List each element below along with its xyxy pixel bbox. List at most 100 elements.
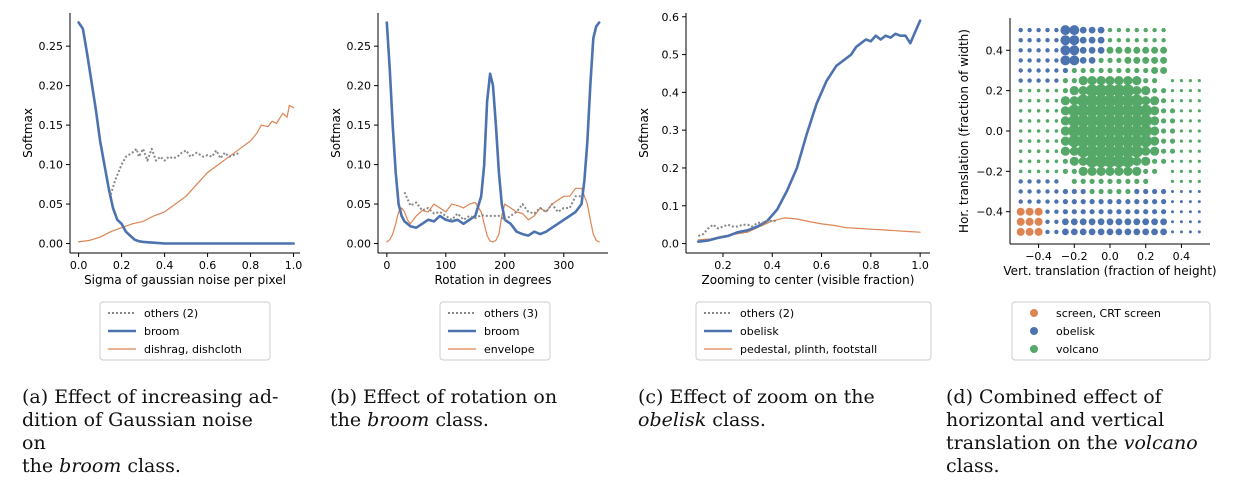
series-line-others-2-: [109, 147, 241, 195]
scatter-point: [1077, 94, 1090, 107]
y-tick-label: 0.2: [662, 162, 680, 175]
scatter-point: [1188, 149, 1192, 153]
scatter-point: [1188, 169, 1192, 173]
scatter-point: [1027, 199, 1032, 204]
scatter-point: [1161, 188, 1167, 195]
scatter-point: [1179, 179, 1183, 183]
scatter-point: [1188, 200, 1192, 204]
scatter-point: [1068, 104, 1081, 118]
scatter-point: [1107, 188, 1113, 195]
scatter-point: [1045, 119, 1050, 123]
scatter-point: [1079, 26, 1087, 34]
caption-line: translation on the volcano: [946, 432, 1198, 454]
scatter-point: [1197, 200, 1201, 204]
scatter-point: [1097, 228, 1105, 236]
scatter-point: [1097, 36, 1105, 44]
legend-frame: [99, 301, 271, 361]
x-tick-label: −0.4: [1025, 250, 1052, 263]
scatter-point: [1018, 199, 1023, 204]
scatter-point: [1062, 88, 1068, 94]
scatter-point: [1036, 78, 1041, 83]
scatter-point: [1123, 166, 1133, 176]
scatter-point: [1088, 26, 1096, 34]
scatter-point: [1114, 76, 1124, 86]
scatter-point: [1152, 199, 1158, 205]
scatter-point: [1139, 134, 1152, 148]
scatter-point: [1062, 199, 1068, 205]
scatter-point: [1161, 128, 1167, 134]
scatter-point: [1107, 57, 1113, 64]
scatter-point: [1079, 57, 1087, 64]
y-axis-label: Hor. translation (fraction of width): [957, 29, 971, 233]
scatter-point: [1124, 228, 1132, 236]
scatter-point: [1123, 76, 1133, 86]
legend-label: others (2): [144, 307, 198, 320]
scatter-point: [1079, 218, 1087, 226]
scatter-point: [1188, 159, 1192, 163]
scatter-point: [1027, 129, 1032, 133]
scatter-point: [1197, 99, 1201, 103]
scatter-point: [1188, 119, 1192, 123]
scatter-point: [1133, 46, 1141, 54]
scatter-point: [1143, 67, 1149, 74]
y-tick-label: 0.05: [39, 198, 64, 211]
x-tick-label: 0.4: [764, 259, 782, 272]
scatter-point: [1139, 114, 1152, 128]
series-line-obelisk: [696, 19, 922, 243]
scatter-point: [1125, 188, 1131, 195]
scatter-point: [1018, 179, 1023, 184]
scatter-point: [1171, 210, 1174, 214]
scatter-point: [1054, 38, 1059, 43]
scatter-point: [1036, 139, 1041, 143]
scatter-point: [1188, 230, 1192, 234]
scatter-point: [1160, 46, 1168, 54]
scatter-point: [1016, 227, 1025, 236]
scatter-point: [1141, 156, 1151, 166]
legend: screen, CRT screen obelisk volcano: [1011, 301, 1211, 361]
scatter-point: [1071, 67, 1077, 74]
scatter-point: [1161, 148, 1167, 154]
scatter-point: [1069, 96, 1079, 106]
scatter-point: [1152, 209, 1158, 215]
scatter-point: [1060, 96, 1070, 106]
scatter-point: [1077, 134, 1090, 148]
legend-frame: [695, 301, 932, 361]
scatter-point: [1036, 149, 1041, 153]
scatter-point: [1142, 56, 1150, 64]
scatter-point: [1179, 89, 1183, 93]
scatter-point: [1018, 27, 1023, 33]
scatter-point: [1045, 139, 1050, 143]
scatter-point: [1094, 134, 1108, 148]
scatter-point: [1142, 46, 1150, 54]
scatter-point: [1080, 199, 1086, 205]
scatter-point: [1087, 76, 1097, 86]
scatter-point: [1150, 136, 1160, 146]
scatter-point: [1054, 139, 1059, 143]
scatter-point: [1018, 68, 1023, 73]
caption-line: the broom class.: [22, 455, 181, 477]
y-tick-label: 0.10: [39, 159, 64, 172]
scatter-point: [1116, 199, 1122, 205]
caption-italic: broom: [367, 409, 430, 431]
scatter-point: [1080, 209, 1086, 215]
scatter-point: [1161, 98, 1167, 104]
scatter-point: [1169, 148, 1176, 154]
scatter-point: [1094, 145, 1108, 158]
legend-label: obelisk: [740, 325, 779, 338]
scatter-point: [1125, 199, 1131, 205]
scatter-point: [1116, 27, 1122, 33]
scatter-point: [1085, 145, 1099, 158]
scatter-point: [1060, 45, 1071, 56]
scatter-point: [1069, 45, 1080, 56]
scatter-point: [1098, 178, 1104, 184]
scatter-point: [1179, 149, 1183, 153]
scatter-point: [1016, 207, 1025, 216]
scatter-point: [1132, 76, 1142, 86]
scatter-point: [1062, 218, 1069, 226]
caption-d: (d) Combined effect of horizontal and ver…: [946, 386, 1214, 478]
scatter-point: [1121, 94, 1135, 107]
scatter-point: [1045, 179, 1050, 184]
scatter-point: [1197, 89, 1201, 93]
caption-line: the broom class.: [330, 409, 489, 431]
scatter-point: [1062, 78, 1068, 84]
